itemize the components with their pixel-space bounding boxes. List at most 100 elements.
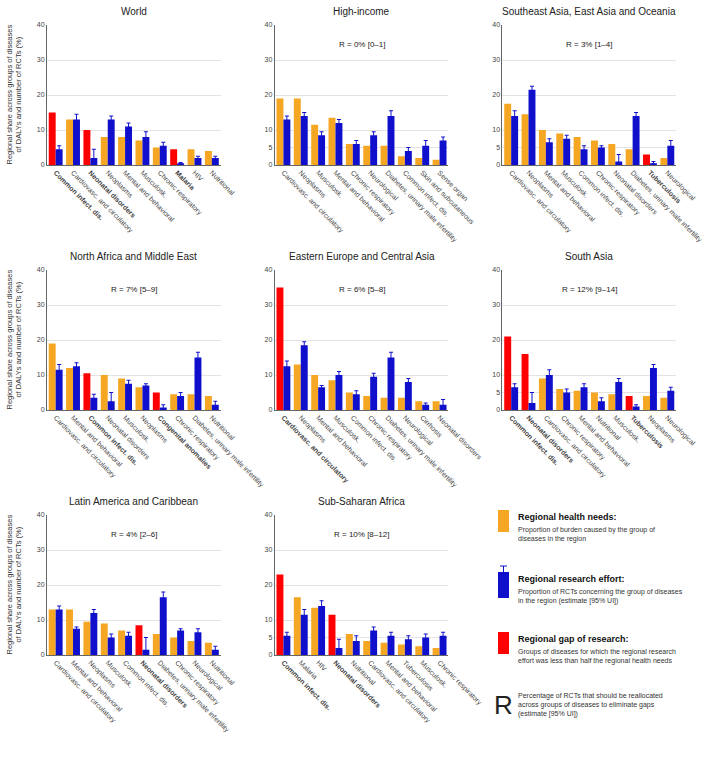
svg-text:Cardiovasc. and circulatory: Cardiovasc. and circulatory: [52, 659, 118, 725]
svg-text:Southeast Asia, East Asia and: Southeast Asia, East Asia and Oceania: [502, 6, 676, 17]
svg-text:Chronic respiratory: Chronic respiratory: [173, 414, 221, 462]
svg-text:Mental and behavioral: Mental and behavioral: [122, 169, 176, 223]
svg-text:Neonatal disorders: Neonatal disorders: [436, 414, 483, 461]
svg-text:0: 0: [268, 161, 272, 168]
svg-text:Neoplasms: Neoplasms: [104, 169, 135, 200]
svg-text:Chronic respiratory: Chronic respiratory: [559, 414, 607, 462]
svg-text:40: 40: [37, 266, 45, 273]
svg-text:Neonatal disorders: Neonatal disorders: [139, 659, 189, 709]
svg-text:30: 30: [265, 546, 273, 553]
svg-text:Chronic respiratory: Chronic respiratory: [156, 169, 204, 217]
svg-text:Neoplasms: Neoplasms: [86, 659, 117, 690]
svg-text:Tuberculosis: Tuberculosis: [629, 414, 664, 449]
svg-text:20: 20: [265, 336, 273, 343]
svg-text:Groups of diseases for which t: Groups of diseases for which the regiona…: [518, 648, 676, 665]
svg-text:Neurological: Neurological: [401, 414, 434, 447]
svg-text:Musculosk.: Musculosk.: [122, 414, 152, 444]
svg-text:30: 30: [265, 56, 273, 63]
svg-text:R = 4% [2–6]: R = 4% [2–6]: [111, 530, 157, 539]
svg-text:0: 0: [496, 161, 500, 168]
svg-text:Sub-Saharan Africa: Sub-Saharan Africa: [318, 496, 405, 507]
svg-text:Musculosk.: Musculosk.: [139, 169, 169, 199]
svg-text:Cardiovasc. and circulatory: Cardiovasc. and circulatory: [507, 169, 573, 235]
svg-text:30: 30: [265, 301, 273, 308]
svg-text:Regional research effort:: Regional research effort:: [518, 574, 625, 584]
svg-text:Chronic respiratory: Chronic respiratory: [366, 414, 414, 462]
svg-text:40: 40: [37, 511, 45, 518]
svg-text:Neurological: Neurological: [191, 659, 224, 692]
svg-text:20: 20: [37, 91, 45, 98]
svg-text:Malaria: Malaria: [174, 169, 196, 191]
svg-text:Neonatal disorders: Neonatal disorders: [332, 659, 382, 709]
svg-text:10: 10: [492, 126, 500, 133]
svg-text:Chronic respiratory: Chronic respiratory: [594, 169, 642, 217]
svg-text:Mental and behavioral: Mental and behavioral: [70, 659, 124, 713]
svg-text:Nutritional: Nutritional: [350, 659, 378, 687]
svg-text:Common infect. dis.: Common infect. dis.: [350, 414, 399, 463]
svg-text:Mental and behavioral: Mental and behavioral: [315, 414, 369, 468]
svg-text:Musculosk.: Musculosk.: [332, 414, 362, 444]
svg-text:Diabetes, urinary male inferti: Diabetes, urinary male infertility: [629, 169, 704, 244]
svg-text:Latin America and Caribbean: Latin America and Caribbean: [69, 496, 198, 507]
svg-text:Percentage of RCTs that should: Percentage of RCTs that should be reallo…: [518, 692, 663, 718]
svg-text:Tuberculosis: Tuberculosis: [647, 169, 682, 204]
svg-text:10: 10: [265, 126, 273, 133]
svg-text:Musculosk.: Musculosk.: [315, 169, 345, 199]
svg-text:South Asia: South Asia: [565, 251, 613, 262]
svg-text:Diabetes, urinary male inferti: Diabetes, urinary male infertility: [191, 414, 266, 489]
svg-text:10: 10: [37, 371, 45, 378]
svg-text:Common infect. dis.: Common infect. dis.: [402, 169, 451, 218]
svg-text:20: 20: [37, 336, 45, 343]
svg-text:Cardiovasc. and circulatory: Cardiovasc. and circulatory: [366, 659, 432, 725]
svg-text:40: 40: [37, 21, 45, 28]
svg-text:R = 0% [0–1]: R = 0% [0–1]: [339, 40, 385, 49]
svg-text:5: 5: [268, 144, 272, 151]
svg-text:20: 20: [492, 336, 500, 343]
svg-text:High-income: High-income: [333, 6, 390, 17]
svg-text:30: 30: [37, 301, 45, 308]
svg-text:Chronic respiratory: Chronic respiratory: [173, 659, 221, 707]
svg-text:Mental and behavioral: Mental and behavioral: [577, 414, 631, 468]
svg-text:Regional health needs:: Regional health needs:: [518, 512, 617, 522]
svg-text:R = 10% [8–12]: R = 10% [8–12]: [334, 530, 389, 539]
svg-text:Malaria: Malaria: [298, 659, 319, 680]
svg-text:10: 10: [37, 616, 45, 623]
svg-text:World: World: [121, 6, 147, 17]
svg-text:Cardiovasc. and circulatory: Cardiovasc. and circulatory: [69, 169, 135, 235]
svg-text:Common infect. dis.: Common infect. dis.: [87, 414, 139, 466]
svg-text:Neurological: Neurological: [663, 169, 696, 202]
svg-text:Neonatal disorders: Neonatal disorders: [525, 414, 575, 464]
svg-text:Proportion of RCTs concerning: Proportion of RCTs concerning the group …: [518, 588, 683, 605]
svg-text:10: 10: [265, 616, 273, 623]
svg-text:HIV: HIV: [315, 659, 328, 672]
svg-text:Nutritional: Nutritional: [209, 659, 237, 687]
svg-text:Neonatal disorders: Neonatal disorders: [87, 169, 137, 219]
svg-text:0: 0: [268, 651, 272, 658]
svg-text:R = 6% [5–8]: R = 6% [5–8]: [339, 285, 385, 294]
svg-text:Sense organ: Sense organ: [436, 169, 470, 203]
svg-text:Mental and behavioral: Mental and behavioral: [332, 169, 386, 223]
svg-text:Nutritional: Nutritional: [209, 169, 237, 197]
svg-text:Neoplasms: Neoplasms: [297, 414, 328, 445]
svg-text:Eastern Europe and Central Asi: Eastern Europe and Central Asia: [289, 251, 435, 262]
svg-text:5: 5: [268, 634, 272, 641]
svg-text:R = 7% [5–9]: R = 7% [5–9]: [111, 285, 157, 294]
svg-text:Neoplasms: Neoplasms: [525, 169, 556, 200]
svg-text:40: 40: [492, 21, 500, 28]
svg-text:Regional share across groups o: Regional share across groups of diseases…: [5, 25, 24, 165]
svg-text:Common infect. dis.: Common infect. dis.: [52, 169, 104, 221]
svg-text:Neurological: Neurological: [366, 169, 399, 202]
svg-text:0: 0: [41, 406, 45, 413]
svg-text:Cardiovasc. and circulatory: Cardiovasc. and circulatory: [280, 169, 346, 235]
svg-text:0: 0: [496, 406, 500, 413]
svg-text:Neoplasms: Neoplasms: [139, 414, 170, 445]
svg-text:Tuberculosis: Tuberculosis: [402, 659, 435, 692]
svg-text:30: 30: [492, 301, 500, 308]
svg-text:Regional gap of research:: Regional gap of research:: [518, 634, 629, 644]
svg-text:0: 0: [41, 161, 45, 168]
svg-text:Diabetes, urinary male inferti: Diabetes, urinary male infertility: [384, 414, 459, 489]
svg-text:R: R: [494, 690, 513, 720]
svg-text:Cirrhosis: Cirrhosis: [419, 414, 444, 439]
svg-text:Cardiovasc. and circulatory: Cardiovasc. and circulatory: [52, 414, 118, 480]
svg-text:Common infect. dis.: Common infect. dis.: [122, 659, 171, 708]
